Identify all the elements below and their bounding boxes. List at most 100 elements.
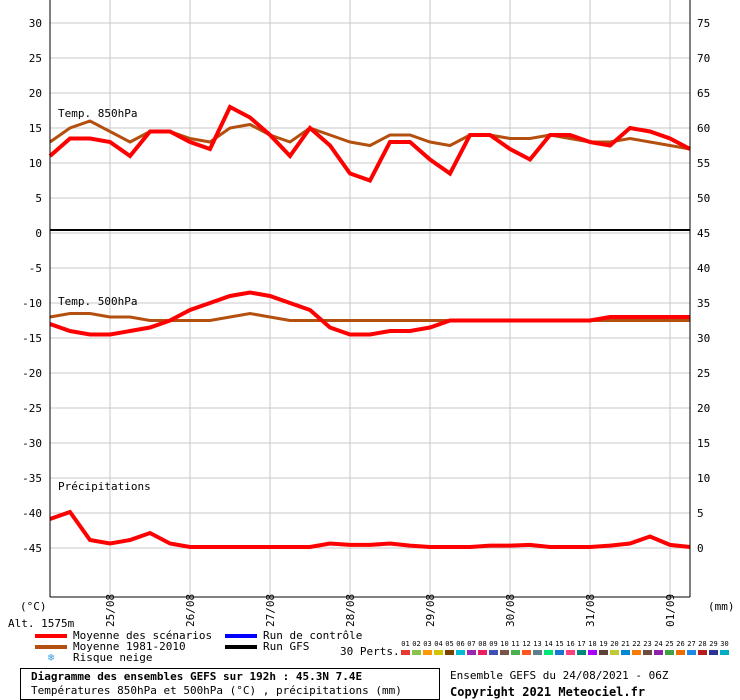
legend-middle: Run de contrôle Run GFS <box>225 630 362 652</box>
pert-number: 25 <box>665 640 674 648</box>
pert-swatch <box>665 650 674 655</box>
pert-number: 09 <box>489 640 498 648</box>
right-tick-label: 0 <box>697 542 704 555</box>
pert-swatch <box>588 650 597 655</box>
pert-legend-item: 22 <box>631 640 642 655</box>
pert-swatch <box>687 650 696 655</box>
pert-swatch <box>621 650 630 655</box>
left-tick-label: -20 <box>22 367 42 380</box>
pert-number: 08 <box>478 640 487 648</box>
right-tick-label: 50 <box>697 192 710 205</box>
pert-swatch <box>511 650 520 655</box>
legend-gfs: Run GFS <box>225 641 362 652</box>
pert-legend-item: 14 <box>543 640 554 655</box>
pert-legend-item: 09 <box>488 640 499 655</box>
date-tick-label: 29/08 <box>424 594 437 627</box>
legend-mean: Moyenne des scénarios <box>35 630 212 641</box>
pert-legend-item: 02 <box>411 640 422 655</box>
left-tick-label: -25 <box>22 402 42 415</box>
date-tick-label: 25/08 <box>104 594 117 627</box>
right-unit-label: (mm) <box>708 600 735 613</box>
pert-legend-item: 27 <box>686 640 697 655</box>
pert-number: 21 <box>621 640 630 648</box>
left-unit-label: (°C) <box>20 600 47 613</box>
legend-control-label: Run de contrôle <box>263 629 363 642</box>
pert-legend-item: 18 <box>587 640 598 655</box>
left-tick-label: -45 <box>22 542 42 555</box>
pert-number: 24 <box>654 640 663 648</box>
pert-swatch <box>467 650 476 655</box>
date-tick-label: 26/08 <box>184 594 197 627</box>
left-tick-label: 10 <box>29 157 42 170</box>
pert-legend-item: 19 <box>598 640 609 655</box>
pert-number: 15 <box>555 640 564 648</box>
right-tick-label: 35 <box>697 297 710 310</box>
pert-number: 07 <box>467 640 476 648</box>
legend-mean-label: Moyenne des scénarios <box>73 629 213 642</box>
pert-swatch <box>709 650 718 655</box>
pert-number: 20 <box>610 640 619 648</box>
panel-label-850: Temp. 850hPa <box>58 107 137 120</box>
grid <box>50 0 690 597</box>
plot-frame <box>49 0 691 598</box>
pert-swatch <box>676 650 685 655</box>
right-tick-label: 30 <box>697 332 710 345</box>
left-tick-label: 25 <box>29 52 42 65</box>
pert-swatch <box>401 650 410 655</box>
pert-legend-item: 04 <box>433 640 444 655</box>
pert-legend-item: 30 <box>719 640 730 655</box>
pert-number: 03 <box>423 640 432 648</box>
pert-number: 14 <box>544 640 553 648</box>
right-tick-label: 5 <box>697 507 704 520</box>
pert-number: 06 <box>456 640 465 648</box>
pert-swatch <box>423 650 432 655</box>
pert-number: 23 <box>643 640 652 648</box>
pert-legend-item: 16 <box>565 640 576 655</box>
chart-title: Diagramme des ensembles GEFS sur 192h : … <box>31 670 363 683</box>
pert-swatch <box>610 650 619 655</box>
legend-control: Run de contrôle <box>225 630 362 641</box>
perturbation-legend: 01 02 03 04 05 06 07 08 09 10 11 12 13 14 15 16 17 18 19 20… <box>400 640 730 658</box>
pert-legend-item: 07 <box>466 640 477 655</box>
left-tick-label: 5 <box>35 192 42 205</box>
pert-number: 16 <box>566 640 575 648</box>
legend-snow-label: Risque neige <box>73 651 153 664</box>
pert-number: 19 <box>599 640 608 648</box>
legend-gfs-label: Run GFS <box>263 640 310 653</box>
panel-label-500: Temp. 500hPa <box>58 295 137 308</box>
right-tick-label: 75 <box>697 17 710 30</box>
pert-number: 05 <box>445 640 454 648</box>
pert-swatch <box>720 650 729 655</box>
legend-clim: Moyenne 1981-2010 <box>35 641 212 652</box>
pert-swatch <box>434 650 443 655</box>
pert-swatch <box>599 650 608 655</box>
left-tick-label: -30 <box>22 437 42 450</box>
left-tick-label: -5 <box>29 262 42 275</box>
title-box: Diagramme des ensembles GEFS sur 192h : … <box>20 668 440 700</box>
pert-number: 29 <box>709 640 718 648</box>
left-tick-label: -10 <box>22 297 42 310</box>
pert-swatch <box>654 650 663 655</box>
left-tick-label: 30 <box>29 17 42 30</box>
pert-number: 28 <box>698 640 707 648</box>
pert-number: 27 <box>687 640 696 648</box>
pert-swatch <box>555 650 564 655</box>
pert-legend-item: 13 <box>532 640 543 655</box>
date-tick-label: 31/08 <box>584 594 597 627</box>
right-tick-label: 55 <box>697 157 710 170</box>
right-tick-label: 65 <box>697 87 710 100</box>
pert-number: 22 <box>632 640 641 648</box>
pert-swatch <box>412 650 421 655</box>
pert-swatch <box>522 650 531 655</box>
mean-scenarios-line <box>49 290 690 337</box>
pert-legend-item: 10 <box>499 640 510 655</box>
pert-swatch <box>533 650 542 655</box>
pert-legend-item: 05 <box>444 640 455 655</box>
pert-legend-item: 12 <box>521 640 532 655</box>
pert-swatch <box>456 650 465 655</box>
right-tick-label: 40 <box>697 262 710 275</box>
pert-number: 10 <box>500 640 509 648</box>
pert-number: 01 <box>401 640 410 648</box>
pert-legend-item: 17 <box>576 640 587 655</box>
snowflake-icon: ❄ <box>47 651 55 664</box>
